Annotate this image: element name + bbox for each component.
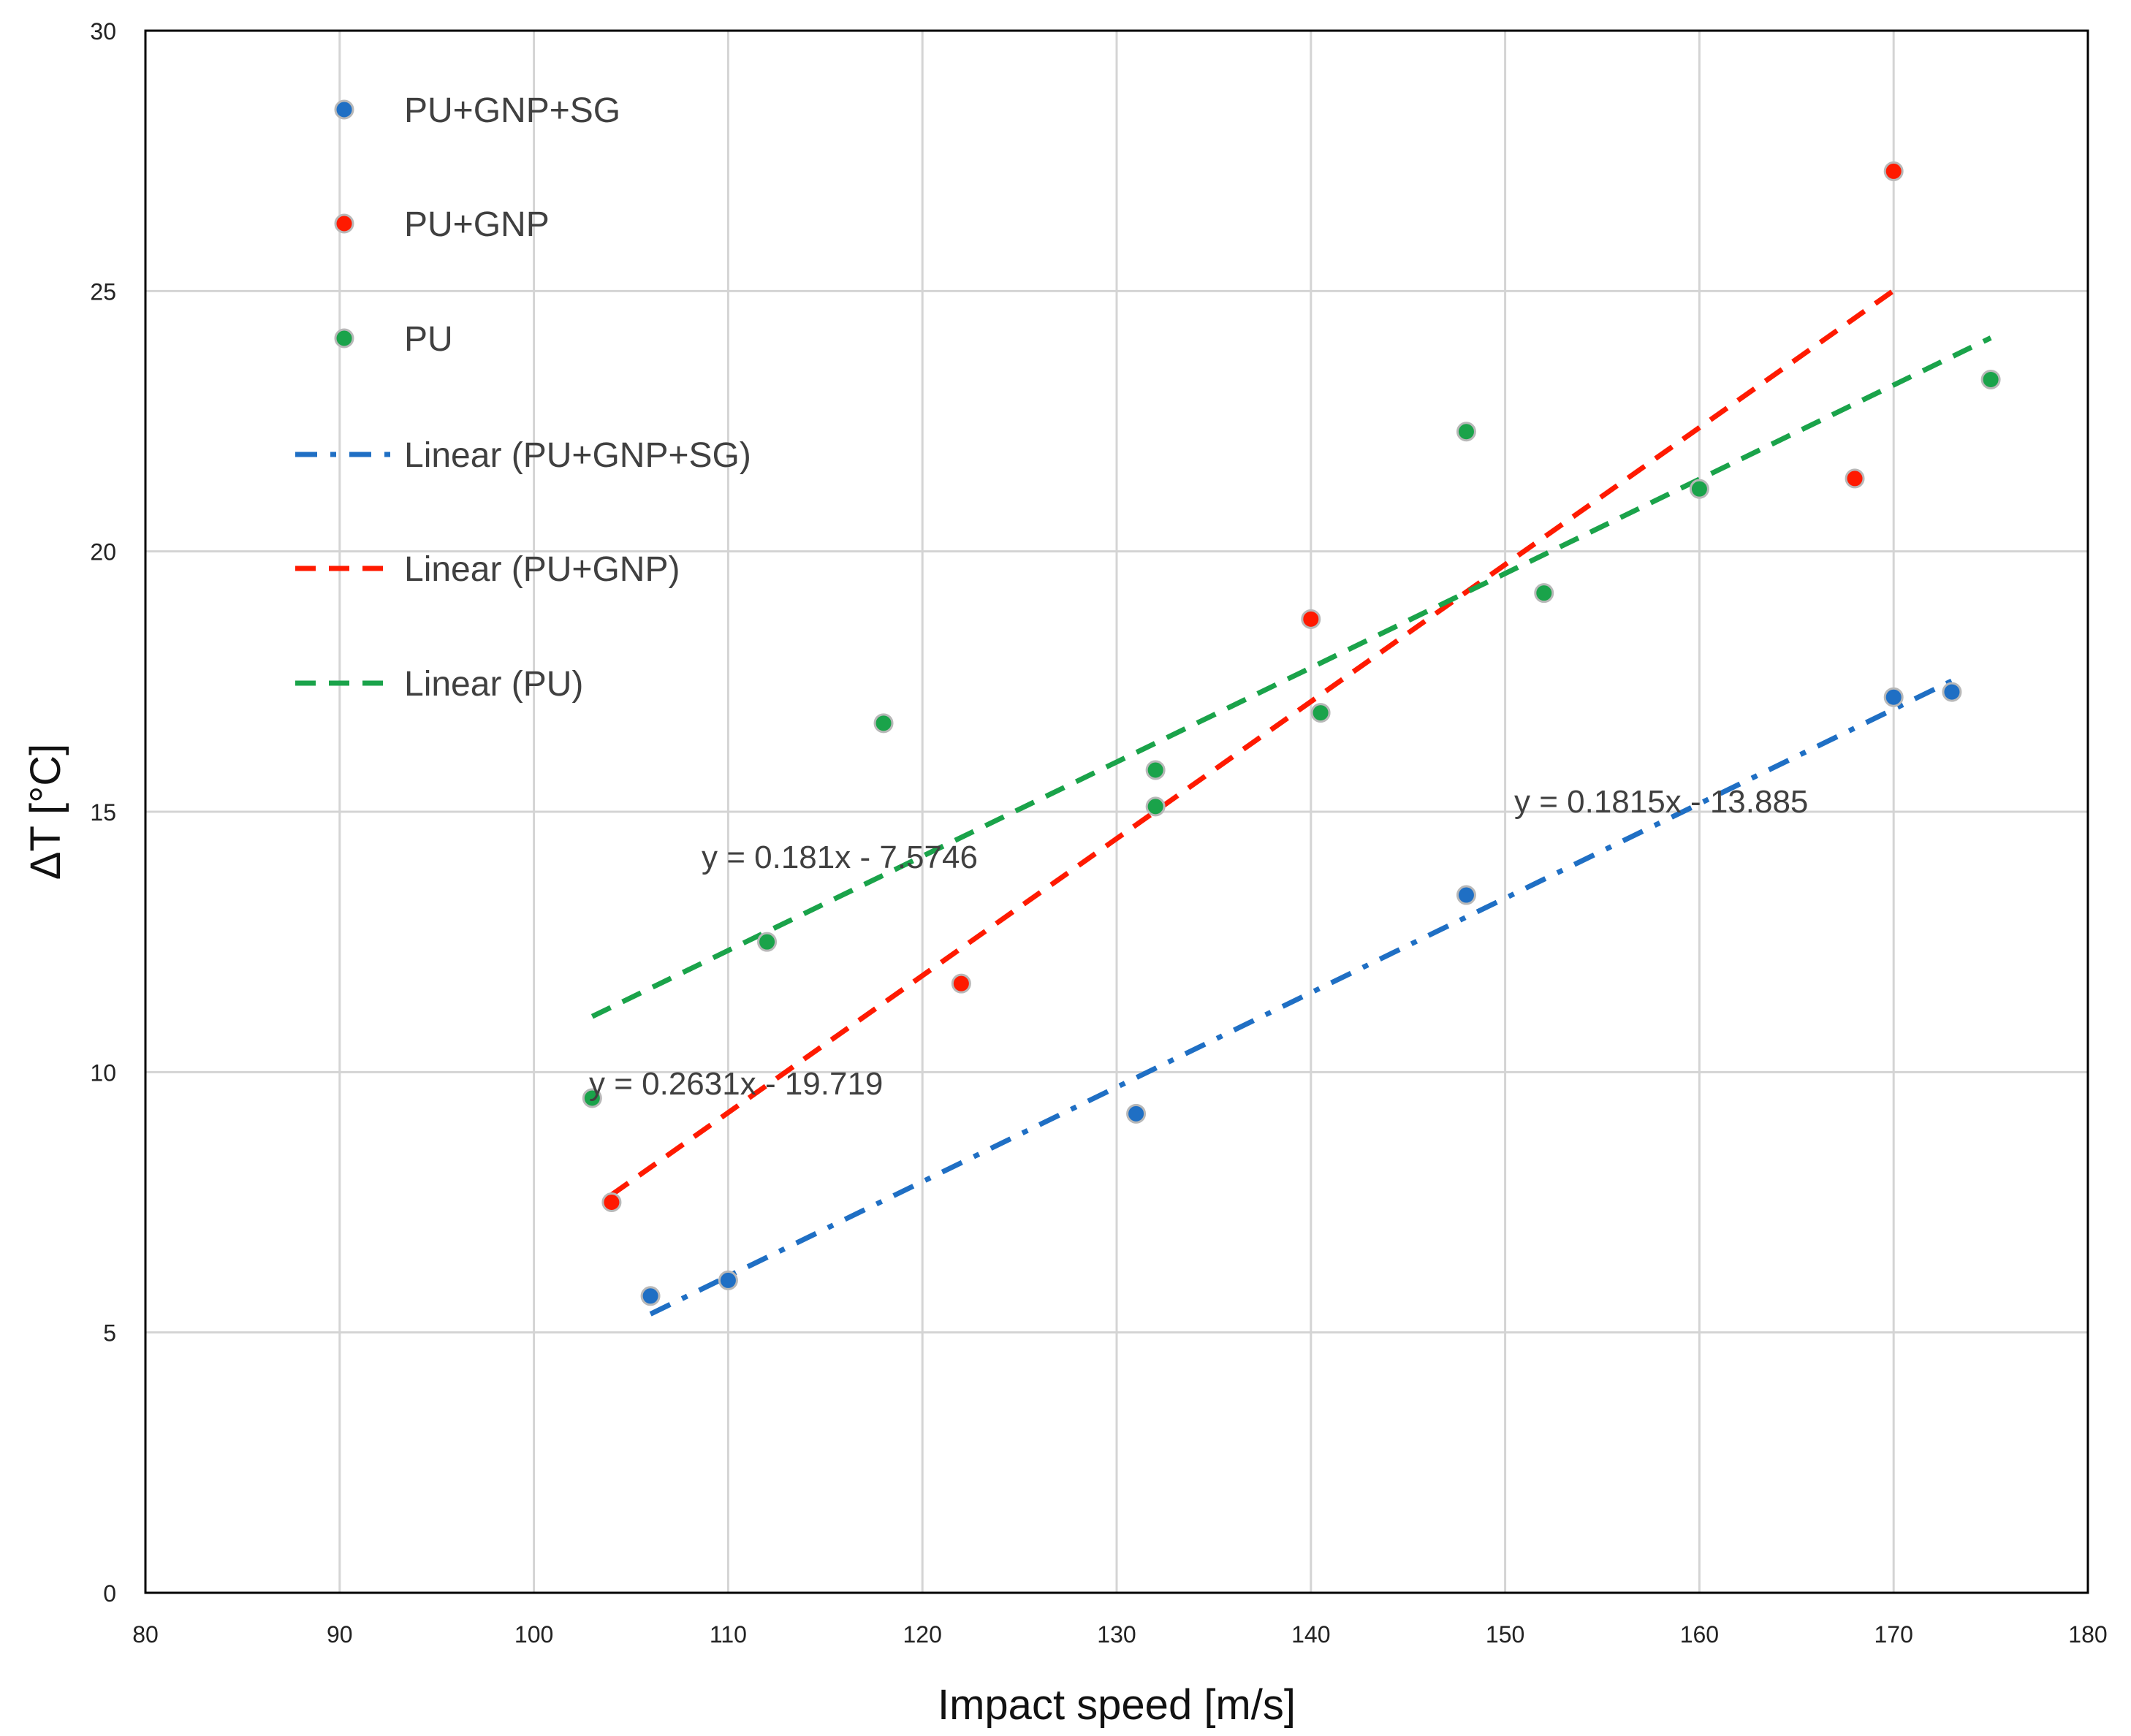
y-tick-label: 5 [103,1320,116,1347]
trendline-equation-pu-gnp-sg: y = 0.1815x - 13.885 [1514,784,1808,820]
x-tick-label: 90 [327,1621,353,1648]
point-pu-gnp-sg [1456,885,1476,905]
trendline-pu-gnp-sg [649,678,1953,1317]
legend-marker-pu [334,328,354,349]
trendlines [590,288,1992,1317]
x-tick-label: 160 [1680,1621,1719,1648]
point-pu-gnp [1845,468,1865,489]
legend-label-pu: PU [404,320,453,359]
y-tick-label: 10 [90,1059,116,1086]
point-pu [1310,703,1331,723]
point-pu [1145,796,1166,817]
x-tick-label: 120 [903,1621,942,1648]
point-pu-gnp-sg [718,1270,738,1290]
y-tick-label: 20 [90,539,116,566]
y-tick-label: 25 [90,278,116,305]
x-tick-label: 150 [1486,1621,1524,1648]
y-tick-label: 0 [103,1580,116,1607]
legend: PU+GNP+SG PU+GNP PU Linear (PU+GNP+SG) Linea… [295,91,751,704]
trendline-equations: y = 0.1815x - 13.885 y = 0.2631x - 19.719… [589,784,1808,1102]
point-pu-gnp-sg [640,1286,661,1306]
point-pu [582,1088,602,1108]
point-pu-gnp-sg [1883,687,1904,707]
trendline-equation-pu: y = 0.181x - 7.5746 [702,840,978,875]
x-axis-title: Impact speed [m/s] [938,1681,1296,1729]
x-tick-label: 100 [514,1621,553,1648]
x-tick-label: 140 [1291,1621,1330,1648]
y-axis-title: ΔT [°C] [22,744,69,880]
point-pu-gnp [951,973,971,994]
legend-marker-pu-gnp [334,213,354,234]
point-pu-gnp [601,1192,622,1212]
legend-label-linear-pu-gnp-sg: Linear (PU+GNP+SG) [404,436,751,475]
legend-label-pu-gnp-sg: PU+GNP+SG [404,91,620,130]
y-tick-label: 30 [90,18,116,45]
point-pu [1689,479,1709,499]
trendline-pu [590,335,1992,1019]
x-tick-label: 180 [2068,1621,2107,1648]
tick-labels: 80 90 100 110 120 130 140 150 160 170 180 0 5 10 15 20 2… [90,18,2107,1648]
legend-label-linear-pu-gnp: Linear (PU+GNP) [404,550,680,589]
x-tick-label: 130 [1097,1621,1136,1648]
gridlines [145,31,2088,1593]
point-pu [1534,583,1554,604]
y-tick-label: 15 [90,799,116,826]
x-tick-label: 170 [1874,1621,1913,1648]
point-pu [757,932,778,952]
legend-label-linear-pu: Linear (PU) [404,665,583,704]
plot-area-frame [144,29,2089,1594]
legend-label-pu-gnp: PU+GNP [404,205,550,244]
point-pu-gnp [1883,161,1904,181]
point-pu [1456,422,1476,442]
trendline-equation-pu-gnp: y = 0.2631x - 19.719 [589,1066,883,1102]
point-pu-gnp [1301,609,1321,629]
data-points [582,161,2001,1306]
trendline-pu-gnp [609,288,1896,1198]
point-pu [873,713,894,734]
x-tick-label: 80 [132,1621,159,1648]
point-pu-gnp-sg [1942,682,1962,702]
point-pu-gnp-sg [1126,1103,1147,1124]
point-pu [1145,760,1166,780]
legend-marker-pu-gnp-sg [334,99,354,120]
point-pu [1980,369,2001,389]
x-tick-label: 110 [710,1621,747,1648]
